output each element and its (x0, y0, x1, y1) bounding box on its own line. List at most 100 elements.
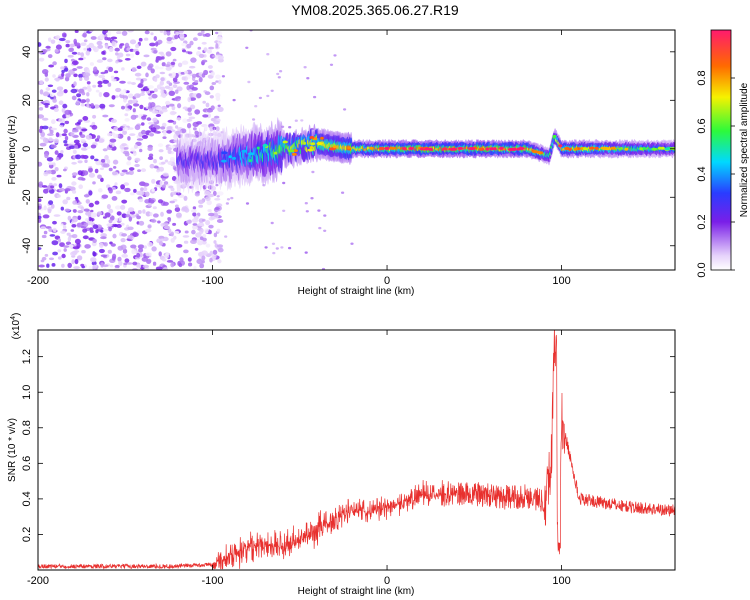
heatmap-cell (306, 77, 310, 80)
heatmap-cell (50, 169, 56, 175)
heatmap-cell (277, 76, 281, 79)
heatmap-cell (52, 227, 57, 233)
heatmap-cell (468, 147, 476, 151)
colorbar-tick-label: 0.6 (696, 118, 708, 133)
heatmap-cell (71, 161, 77, 165)
heatmap-cell (332, 145, 337, 149)
heatmap-cell (111, 142, 115, 147)
heatmap-cell (186, 219, 192, 224)
heatmap-cell (57, 41, 62, 44)
heatmap-cell (107, 37, 112, 41)
snr-y-tick-label: 0.6 (21, 456, 33, 471)
heatmap-cell (209, 85, 215, 91)
heatmap-cell (221, 159, 227, 163)
heatmap-cell (135, 51, 140, 56)
heatmap-cell (424, 147, 431, 151)
heatmap-cell (88, 42, 94, 49)
snr-y-tick-label: 0.4 (21, 491, 33, 506)
heatmap-cell (157, 66, 164, 70)
heatmap-cell (43, 188, 49, 194)
heatmap-cell (194, 80, 199, 83)
heatmap-cell (82, 86, 88, 90)
heatmap-cell (61, 107, 66, 113)
heatmap-cell (44, 77, 49, 82)
snr-series-line (38, 330, 675, 570)
heatmap-cell (49, 92, 55, 97)
heatmap-cell (96, 40, 103, 46)
heatmap-cell (38, 218, 42, 223)
heatmap-cell (201, 250, 208, 256)
heatmap-cell (51, 177, 57, 181)
heatmap-cell (107, 58, 113, 63)
heatmap-cell (71, 217, 78, 223)
heatmap-cell (217, 106, 224, 112)
heatmap-cell (183, 240, 189, 244)
heatmap-cell (478, 147, 484, 151)
heatmap-cell (51, 89, 57, 93)
heatmap-cell (77, 121, 81, 125)
heatmap-ridge (176, 117, 675, 195)
heatmap-cell (128, 216, 132, 222)
heatmap-cell (215, 80, 219, 83)
heatmap-cell (215, 43, 219, 49)
heatmap-cell (97, 44, 104, 49)
heatmap-cell (141, 134, 149, 139)
heatmap-cell (618, 147, 622, 151)
heatmap-cell (63, 245, 70, 248)
heatmap-cell (137, 244, 145, 249)
heatmap-cell (115, 60, 119, 64)
heatmap-cell (112, 133, 119, 139)
heatmap-cell (58, 100, 64, 105)
heatmap-cell (213, 240, 217, 244)
heatmap-cell (107, 132, 112, 137)
heatmap-cell (266, 94, 270, 98)
heatmap-cell (273, 151, 278, 155)
heatmap-cell (170, 61, 176, 66)
heatmap-cell (214, 198, 221, 201)
heatmap-cell (54, 150, 59, 155)
heatmap-cell (122, 130, 127, 136)
heatmap-cell (98, 248, 105, 254)
heatmap-cell (210, 117, 217, 122)
heatmap-cell (161, 161, 166, 165)
heatmap-cell (162, 222, 169, 226)
heatmap-cell (204, 228, 210, 234)
heatmap-cell (160, 211, 164, 217)
heatmap-cell (93, 46, 99, 53)
heatmap-cell (139, 252, 143, 258)
heatmap-cell (189, 65, 196, 69)
heatmap-cell (169, 110, 176, 116)
heatmap-cell (191, 87, 198, 91)
heatmap-cell (131, 67, 137, 72)
heatmap-cell (72, 209, 77, 213)
heatmap-cell (214, 243, 218, 248)
heatmap-cell (282, 181, 286, 185)
heatmap-cell (167, 228, 172, 234)
snr-y-axis-label: SNR (10 * v/v) (7, 418, 18, 482)
heatmap-cell (162, 267, 168, 270)
heatmap-cell (226, 198, 231, 201)
heatmap-cell (384, 146, 390, 150)
heatmap-cell (182, 49, 186, 53)
heatmap-cell (119, 172, 126, 176)
heatmap-cell (144, 228, 152, 233)
heatmap-cell (107, 82, 112, 87)
snr-background (38, 330, 675, 570)
heatmap-cell (97, 80, 103, 85)
heatmap-cells (38, 30, 675, 270)
heatmap-cell (125, 53, 131, 57)
heatmap-cell (84, 159, 88, 163)
heatmap-cell (77, 176, 85, 181)
heatmap-cell (190, 57, 197, 63)
heatmap-cell (87, 212, 92, 217)
heatmap-cell (132, 108, 136, 113)
heatmap-cell (38, 107, 44, 111)
heatmap-y-tick-label: 40 (21, 46, 33, 58)
heatmap-cell (213, 232, 218, 238)
heatmap-cell (81, 250, 86, 254)
heatmap-cell (594, 146, 599, 150)
heatmap-cell (174, 130, 181, 135)
heatmap-cell (60, 223, 64, 227)
heatmap-cell (165, 66, 172, 71)
heatmap-cell (88, 172, 95, 178)
